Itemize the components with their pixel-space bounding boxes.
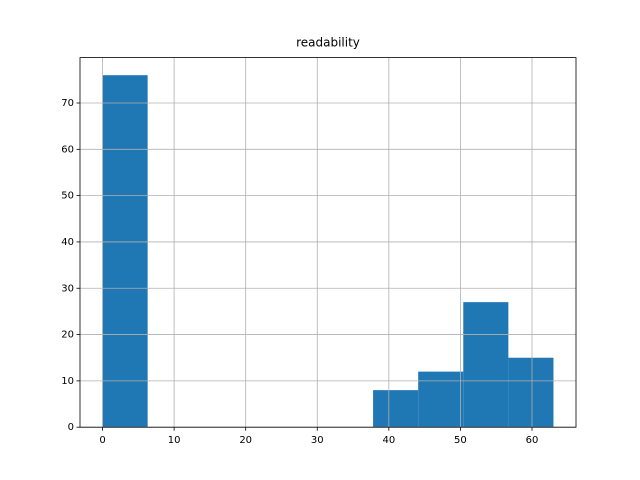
bar (418, 371, 464, 428)
x-tick-label: 40 (382, 435, 395, 446)
y-tick-label: 40 (61, 237, 74, 248)
y-tick-label: 20 (61, 330, 74, 341)
plot-frame (79, 57, 577, 428)
x-tick-label: 10 (168, 435, 181, 446)
bar (373, 390, 419, 428)
bar (463, 302, 509, 428)
bar (508, 357, 554, 428)
y-tick-label: 60 (61, 144, 74, 155)
y-tick-label: 10 (61, 376, 74, 387)
y-tick-label: 30 (61, 283, 74, 294)
x-tick-label: 20 (239, 435, 252, 446)
y-tick-label: 50 (61, 191, 74, 202)
y-tick-label: 0 (68, 422, 74, 433)
chart-title: readability (296, 36, 360, 50)
y-tick-label: 70 (61, 98, 74, 109)
x-tick-label: 50 (454, 435, 467, 446)
x-tick-label: 0 (99, 435, 105, 446)
bar (102, 75, 148, 428)
x-tick-label: 30 (311, 435, 324, 446)
x-tick-label: 60 (526, 435, 539, 446)
